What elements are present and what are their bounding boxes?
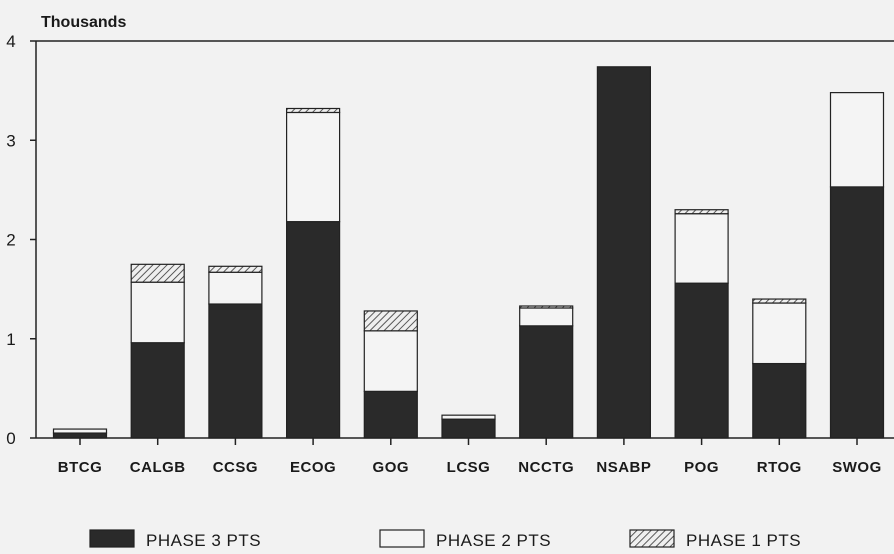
- bar-segment-white: [519, 307, 574, 327]
- bar-segment-dark: [441, 418, 496, 439]
- x-tick-label: LCSG: [447, 459, 491, 476]
- bar-segment-dark: [363, 390, 418, 439]
- bar-segment-dark: [596, 66, 652, 439]
- bar-segment-hatched: [519, 305, 574, 309]
- legend-label: PHASE 3 PTS: [146, 531, 261, 550]
- x-tick-label: ECOG: [290, 459, 336, 476]
- y-tick-label: 1: [6, 330, 15, 349]
- x-tick-label: POG: [684, 459, 719, 476]
- x-tick-label: CCSG: [213, 459, 258, 476]
- x-tick-label: CALGB: [130, 459, 186, 476]
- y-tick-label: 4: [6, 32, 15, 51]
- bar-segment-white: [286, 111, 341, 223]
- y-unit-label: Thousands: [41, 14, 126, 31]
- x-tick-labels: BTCG CALGB CCSG ECOG GOG LCSG NCCTG NSABP POG RTO…: [58, 438, 882, 476]
- bar-segment-dark: [52, 432, 108, 439]
- legend-label: PHASE 1 PTS: [686, 531, 801, 550]
- bar-segment-white: [829, 92, 885, 188]
- y-tick-label: 0: [6, 429, 15, 448]
- bar-segment-white: [130, 281, 185, 344]
- x-tick-label: NCCTG: [518, 459, 574, 476]
- x-tick-label: BTCG: [58, 459, 103, 476]
- bar-segment-hatched: [286, 107, 341, 114]
- x-tick-label: GOG: [373, 459, 410, 476]
- legend-swatch-dark: [89, 529, 135, 548]
- bar-segment-hatched: [674, 209, 729, 215]
- bar-segment-hatched: [363, 310, 418, 332]
- y-tick-label: 3: [6, 131, 15, 150]
- y-tick-label: 2: [6, 231, 15, 250]
- bar-segment-dark: [286, 221, 341, 439]
- x-tick-label: NSABP: [596, 459, 651, 476]
- bar-segment-dark: [829, 186, 885, 439]
- x-tick-label: RTOG: [757, 459, 802, 476]
- bar-segment-dark: [752, 362, 807, 439]
- bar-segment-white: [441, 414, 496, 420]
- bar-segment-dark: [130, 342, 185, 439]
- bar-segment-white: [208, 271, 263, 305]
- bar-segment-dark: [208, 303, 263, 439]
- legend-swatch-hatched: [629, 529, 675, 548]
- bar-segment-white: [363, 330, 418, 392]
- x-tick-label: SWOG: [832, 459, 882, 476]
- bar-segment-white: [52, 428, 108, 434]
- bar-segment-white: [674, 213, 729, 284]
- legend-label: PHASE 2 PTS: [436, 531, 551, 550]
- bar-segment-hatched: [752, 298, 807, 304]
- bar-segment-hatched: [208, 265, 263, 273]
- bar-segment-dark: [674, 282, 729, 439]
- bar-segment-hatched: [130, 263, 185, 283]
- bar-segment-white: [752, 302, 807, 365]
- bar-segment-dark: [519, 325, 574, 439]
- legend: PHASE 3 PTS PHASE 2 PTS PHASE 1 PTS: [89, 529, 801, 550]
- bars: [52, 66, 885, 439]
- legend-swatch-white: [379, 529, 425, 548]
